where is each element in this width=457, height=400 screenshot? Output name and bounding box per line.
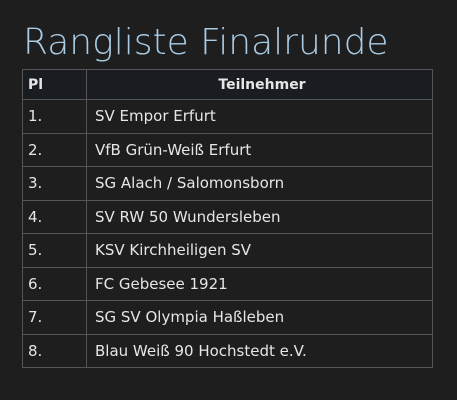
- team-cell: FC Gebesee 1921: [86, 266, 433, 301]
- row: 5. KSV Kirchheiligen SV: [22, 233, 433, 268]
- title: Rangliste Finalrunde: [23, 22, 389, 63]
- row: 7. SG SV Olympia Haßleben: [22, 300, 433, 335]
- team-cell: VfB Grün-Weiß Erfurt: [86, 132, 433, 167]
- rank-cell: 4.: [22, 199, 87, 234]
- rank-cell: 2.: [22, 132, 87, 167]
- team-cell: SG Alach / Salomonsborn: [86, 166, 433, 201]
- team-cell: SV RW 50 Wundersleben: [86, 199, 433, 234]
- row: 6. FC Gebesee 1921: [22, 266, 433, 301]
- row: 2. VfB Grün-Weiß Erfurt: [22, 132, 433, 167]
- rank-cell: 5.: [22, 233, 87, 268]
- team-cell: KSV Kirchheiligen SV: [86, 233, 433, 268]
- rank-cell: 3.: [22, 166, 87, 201]
- team-cell: SG SV Olympia Haßleben: [86, 300, 433, 335]
- row: 3. SG Alach / Salomonsborn: [22, 166, 433, 201]
- rank-cell: 6.: [22, 266, 87, 301]
- row: 1. SV Empor Erfurt: [22, 99, 433, 134]
- rank-cell: 8.: [22, 333, 87, 368]
- header-row: Pl Teilnehmer: [22, 69, 433, 100]
- row: 8. Blau Weiß 90 Hochstedt e.V.: [22, 333, 433, 368]
- row: 4. SV RW 50 Wundersleben: [22, 199, 433, 234]
- rank-cell: 1.: [22, 99, 87, 134]
- team-cell: SV Empor Erfurt: [86, 99, 433, 134]
- header-cell: Pl: [22, 69, 87, 100]
- ranking-table: Pl Teilnehmer 1. SV Empor Erfurt 2. VfB Grü…: [22, 69, 433, 368]
- header-cell: Teilnehmer: [86, 69, 433, 100]
- rank-cell: 7.: [22, 300, 87, 335]
- team-cell: Blau Weiß 90 Hochstedt e.V.: [86, 333, 433, 368]
